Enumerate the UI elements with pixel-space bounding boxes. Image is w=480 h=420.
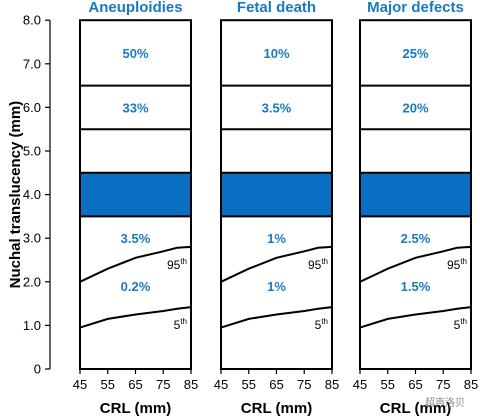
x-tick-label: 55	[101, 377, 115, 392]
band-value-label: 10%	[263, 46, 289, 61]
y-tick-label: 7.0	[23, 56, 41, 71]
centile-label: 95th	[167, 257, 187, 272]
y-tick-label: 5.0	[23, 144, 41, 159]
y-tick-label: 8.0	[23, 13, 41, 28]
highlight-value-label: 2.5%	[259, 143, 293, 160]
x-tick-label: 65	[269, 377, 283, 392]
band-value-label: 50%	[122, 46, 148, 61]
panel-title: Aneuploidies	[88, 0, 182, 16]
x-tick-label: 75	[436, 377, 450, 392]
x-tick-label: 85	[325, 377, 339, 392]
centile-number: 95	[308, 258, 322, 272]
highlight-value-label: 10%	[400, 143, 430, 160]
y-tick-label: 4.0	[23, 187, 41, 202]
highlight-band	[221, 172, 332, 217]
x-axis-title: CRL (mm)	[241, 400, 312, 417]
centile-curve	[359, 306, 472, 329]
band-value-label: 45%	[402, 0, 428, 3]
centile-suffix: th	[460, 317, 467, 326]
x-tick-label: 55	[242, 377, 256, 392]
x-axis-title: CRL (mm)	[100, 400, 171, 417]
highlight-band	[360, 172, 471, 217]
y-tick-label: 0	[34, 362, 41, 377]
centile-curve	[79, 245, 192, 283]
centile-curve	[79, 306, 192, 329]
band-value-label: 1.5%	[401, 279, 431, 294]
watermark-text: 超声洛贝	[425, 396, 465, 409]
centile-label: 5th	[454, 317, 467, 332]
centile-label: 5th	[315, 317, 328, 332]
centile-curve	[220, 306, 333, 329]
x-tick-label: 85	[184, 377, 198, 392]
band-value-label: 25%	[402, 46, 428, 61]
panel-title: Fetal death	[237, 0, 316, 16]
centile-number: 5	[454, 318, 461, 332]
x-tick-label: 45	[353, 377, 367, 392]
y-tick-label: 1.0	[23, 318, 41, 333]
band-value-label: 20%	[402, 100, 428, 115]
x-tick-label: 45	[214, 377, 228, 392]
centile-number: 5	[174, 318, 181, 332]
centile-curve	[220, 245, 333, 283]
centile-suffix: th	[180, 317, 187, 326]
band-value-label: 1%	[267, 231, 286, 246]
band-value-label: 65%	[122, 0, 148, 3]
centile-curve	[359, 245, 472, 283]
centile-suffix: th	[180, 257, 187, 266]
highlight-band	[80, 172, 191, 217]
y-axis-title: Nuchal translucency (mm)	[7, 101, 24, 289]
centile-label: 5th	[174, 317, 187, 332]
centile-suffix: th	[460, 257, 467, 266]
band-value-label: 0.2%	[121, 279, 151, 294]
x-tick-label: 55	[381, 377, 395, 392]
band-value-label: 33%	[122, 100, 148, 115]
y-tick-label: 6.0	[23, 100, 41, 115]
centile-number: 95	[167, 258, 181, 272]
band-value-label: 2.5%	[401, 231, 431, 246]
centile-number: 95	[447, 258, 461, 272]
centile-number: 5	[315, 318, 322, 332]
x-axis-title: CRL (mm)	[380, 400, 451, 417]
centile-suffix: th	[321, 257, 328, 266]
highlight-value-label: 20%	[120, 143, 150, 160]
band-value-label: 3.5%	[262, 100, 292, 115]
centile-label: 95th	[447, 257, 467, 272]
x-tick-label: 85	[464, 377, 478, 392]
y-tick-label: 3.0	[23, 231, 41, 246]
centile-suffix: th	[321, 317, 328, 326]
y-tick-label: 2.0	[23, 274, 41, 289]
band-value-label: 1%	[267, 279, 286, 294]
x-tick-label: 75	[156, 377, 170, 392]
x-tick-label: 75	[297, 377, 311, 392]
x-tick-label: 65	[408, 377, 422, 392]
centile-label: 95th	[308, 257, 328, 272]
x-tick-label: 65	[128, 377, 142, 392]
band-value-label: 3.5%	[121, 231, 151, 246]
band-value-label: 20%	[263, 0, 289, 3]
x-tick-label: 45	[73, 377, 87, 392]
panel-title: Major defects	[367, 0, 464, 16]
